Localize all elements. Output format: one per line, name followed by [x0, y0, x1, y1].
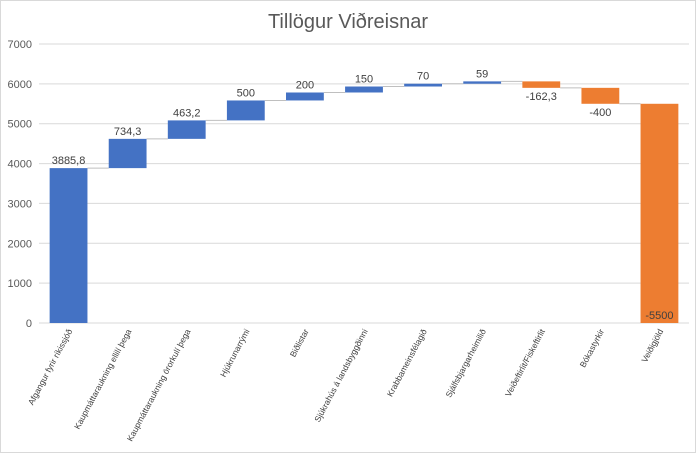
waterfall-bar	[640, 103, 679, 324]
x-category-label: Sjúkrahús á landsbyggðinni	[312, 327, 370, 424]
x-category-label: Kaupmáttaraukning ellilí þega	[72, 327, 134, 431]
x-category-label: Afgangur fyrir ríkissjóð	[26, 327, 75, 407]
y-axis-tick-labels: 0 1000 2000 3000 4000 5000 6000 7000	[8, 39, 32, 330]
data-labels: 3885,8 734,3 463,2 500 200 150 70 59 -162,3 -400 -…	[52, 68, 674, 322]
data-label: -400	[589, 107, 611, 119]
y-tick-label: 1000	[8, 278, 32, 290]
data-label: 59	[476, 68, 488, 80]
x-category-label: Hjúkrunarrými	[218, 327, 252, 378]
waterfall-bar	[345, 86, 383, 93]
bars	[49, 81, 679, 324]
waterfall-bar	[463, 81, 502, 84]
y-tick-label: 3000	[8, 198, 32, 210]
gridlines	[39, 43, 689, 324]
data-label: 150	[355, 74, 373, 86]
y-tick-label: 7000	[8, 39, 32, 51]
data-label: 734,3	[114, 126, 142, 138]
y-tick-label: 2000	[8, 238, 32, 250]
x-category-label: Sjálfsbjargarheimilið	[443, 327, 488, 399]
x-category-label: Kaupmáttaraukning örorkulí þega	[125, 327, 193, 443]
waterfall-bar	[522, 81, 561, 88]
waterfall-bar	[49, 168, 88, 323]
connector-lines	[87, 80, 641, 169]
waterfall-bar	[581, 87, 620, 104]
waterfall-bar	[108, 138, 147, 169]
data-label: 70	[417, 71, 429, 83]
data-label: -162,3	[526, 91, 557, 103]
x-category-label: Veiðeftirlit/Fiskeftirlit	[503, 327, 547, 399]
y-tick-label: 0	[26, 318, 32, 330]
waterfall-bar	[286, 92, 324, 101]
x-axis-category-labels: Afgangur fyrir ríkissjóðKaupmáttarauknin…	[26, 327, 666, 443]
x-category-label: Biðlistar	[288, 327, 311, 359]
y-tick-label: 6000	[8, 79, 32, 91]
chart-title: Tillögur Viðreisnar	[268, 11, 428, 33]
y-tick-label: 4000	[8, 159, 32, 171]
data-label: 463,2	[173, 107, 201, 119]
data-label: 500	[237, 87, 255, 99]
waterfall-bar	[167, 120, 206, 139]
waterfall-bar	[404, 83, 442, 87]
waterfall-bar	[226, 100, 265, 121]
x-category-label: Krabbameinsfélagið	[385, 327, 429, 398]
x-category-label: Bókastyrkir	[578, 327, 607, 369]
data-label: 3885,8	[52, 155, 86, 167]
data-label: 200	[296, 79, 314, 91]
data-label: -5500	[645, 310, 673, 322]
x-category-label: Veiðigjöld	[639, 327, 665, 364]
y-tick-label: 5000	[8, 119, 32, 131]
